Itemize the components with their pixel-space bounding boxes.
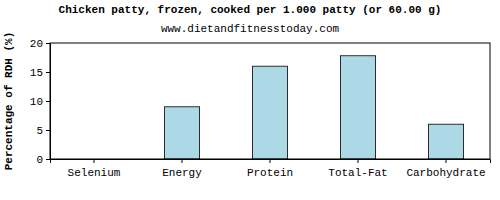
- y-tick: 20: [30, 38, 50, 50]
- y-tick-mark: [46, 72, 50, 73]
- y-axis-title: Percentage of RDH (%): [3, 32, 15, 171]
- plot-frame: [50, 43, 490, 159]
- y-tick-label: 15: [30, 67, 43, 79]
- chart: Chicken patty, frozen, cooked per 1.000 …: [0, 0, 500, 200]
- x-tick-label: Protein: [247, 167, 293, 179]
- x-tick-label: Total-Fat: [328, 167, 387, 179]
- x-tick-mark: [270, 159, 271, 163]
- y-tick: 5: [36, 125, 50, 137]
- title: Chicken patty, frozen, cooked per 1.000 …: [59, 4, 442, 16]
- bar: [164, 107, 199, 159]
- subtitle: www.dietandfitnesstoday.com: [161, 23, 340, 35]
- x-tick: Carbohydrate: [406, 159, 485, 179]
- bars: [164, 56, 463, 159]
- y-tick-mark: [46, 159, 50, 160]
- x-tick-mark: [94, 159, 95, 163]
- y-tick-label: 5: [36, 125, 43, 137]
- y-tick-mark: [46, 130, 50, 131]
- x-tick: Energy: [162, 159, 202, 179]
- y-tick-mark: [46, 43, 50, 44]
- y-tick-label: 0: [36, 154, 43, 166]
- x-tick-mark: [446, 159, 447, 163]
- x-axis: Selenium Energy Protein Total-Fat Carbohydra…: [51, 159, 491, 179]
- y-tick: 15: [30, 67, 50, 79]
- y-tick-mark: [46, 101, 50, 102]
- x-tick-mark: [358, 159, 359, 163]
- y-axis-line: [46, 44, 51, 160]
- x-axis-line: [51, 160, 491, 164]
- bar: [428, 124, 463, 159]
- plot: 0 5 10 15 20 Selenium Energy Protein Total-Fat Ca…: [30, 38, 491, 179]
- x-tick: Total-Fat: [328, 159, 387, 179]
- y-tick: 0: [36, 154, 50, 166]
- y-axis: 0 5 10 15 20: [30, 38, 51, 166]
- y-tick-label: 20: [30, 38, 43, 50]
- x-tick-label: Carbohydrate: [406, 167, 485, 179]
- x-tick-mark: [182, 159, 183, 163]
- y-tick: 10: [30, 96, 50, 108]
- bar: [252, 66, 287, 159]
- y-tick-label: 10: [30, 96, 43, 108]
- bar: [340, 56, 375, 159]
- x-tick-label: Energy: [162, 167, 202, 179]
- x-tick: Protein: [247, 159, 293, 179]
- x-tick-label: Selenium: [68, 167, 121, 179]
- x-tick: Selenium: [68, 159, 121, 179]
